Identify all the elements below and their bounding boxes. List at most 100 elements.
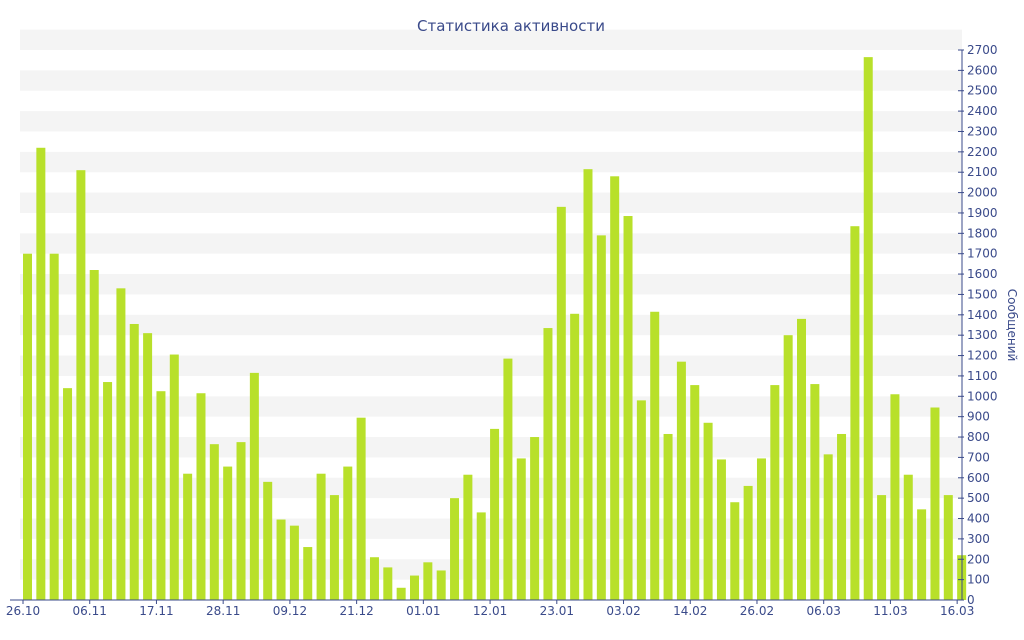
grid-band xyxy=(20,111,962,132)
bar xyxy=(636,400,646,600)
bar xyxy=(276,519,286,600)
y-tick-label: 2400 xyxy=(967,104,998,118)
bar xyxy=(730,502,740,600)
y-tick-label: 2100 xyxy=(967,165,998,179)
y-tick-label: 2700 xyxy=(967,43,998,57)
x-tick-label: 11.03 xyxy=(873,604,907,618)
bar xyxy=(756,458,766,600)
bar xyxy=(76,170,86,600)
y-tick-label: 1100 xyxy=(967,369,998,383)
bar xyxy=(797,318,807,600)
bar xyxy=(116,288,126,600)
grid-band xyxy=(20,29,962,50)
y-tick-label: 900 xyxy=(967,410,990,424)
bar xyxy=(810,384,820,600)
bar xyxy=(223,466,233,600)
y-tick-label: 2500 xyxy=(967,84,998,98)
bar xyxy=(369,557,379,600)
bar xyxy=(490,428,500,600)
x-tick-label: 26.10 xyxy=(6,604,40,618)
bar xyxy=(316,473,326,600)
bar xyxy=(543,328,553,600)
bar xyxy=(530,437,540,600)
grid-band xyxy=(20,233,962,254)
y-tick-label: 800 xyxy=(967,430,990,444)
bar xyxy=(583,169,593,600)
bar xyxy=(303,547,313,600)
bar xyxy=(249,372,259,600)
bar xyxy=(156,391,166,600)
bar xyxy=(823,454,833,600)
bar xyxy=(476,512,486,600)
bars-group xyxy=(23,57,967,601)
bar xyxy=(837,433,847,600)
bar xyxy=(690,385,700,600)
bar xyxy=(650,311,660,600)
bar xyxy=(463,474,473,600)
y-tick-label: 1200 xyxy=(967,349,998,363)
y-tick-label: 100 xyxy=(967,573,990,587)
y-tick-label: 500 xyxy=(967,491,990,505)
y-tick-label: 200 xyxy=(967,552,990,566)
x-tick-label: 17.11 xyxy=(139,604,173,618)
bar xyxy=(63,388,73,600)
bar xyxy=(903,474,913,600)
bar xyxy=(703,422,713,600)
bar xyxy=(383,567,393,600)
bar xyxy=(863,57,873,600)
y-tick-label: 1300 xyxy=(967,328,998,342)
y-tick-label: 2300 xyxy=(967,124,998,138)
bar xyxy=(503,358,513,600)
bar xyxy=(143,333,153,600)
grid-band xyxy=(20,274,962,295)
x-tick-label: 21.12 xyxy=(339,604,373,618)
y-tick-label: 2000 xyxy=(967,186,998,200)
bar xyxy=(610,176,620,600)
y-tick-label: 600 xyxy=(967,471,990,485)
bar xyxy=(770,385,780,600)
bar xyxy=(663,433,673,600)
y-tick-label: 1500 xyxy=(967,287,998,301)
x-axis: 26.10 06.11 17.11 28.11 09.12 21.12 01.01 12.01… xyxy=(6,599,974,618)
y-tick-label: 400 xyxy=(967,512,990,526)
bar xyxy=(436,570,446,600)
bar xyxy=(783,335,793,600)
bar xyxy=(129,323,139,600)
bar xyxy=(209,444,219,600)
bar xyxy=(890,394,900,600)
y-tick-label: 1400 xyxy=(967,308,998,322)
grid-band xyxy=(20,192,962,213)
bar xyxy=(943,495,953,600)
y-tick-label: 1600 xyxy=(967,267,998,281)
bar xyxy=(450,498,460,600)
x-tick-label: 23.01 xyxy=(540,604,574,618)
bar xyxy=(623,216,633,600)
bar xyxy=(930,407,940,600)
bar xyxy=(263,481,273,600)
bar xyxy=(516,458,526,600)
bar xyxy=(236,442,246,600)
bar xyxy=(196,393,206,600)
x-tick-label: 06.11 xyxy=(73,604,107,618)
bar xyxy=(850,226,860,600)
grid-band xyxy=(20,314,962,336)
bar xyxy=(917,509,927,600)
y-axis: 0 100 200 300 400 500 600 700 800 900 1000 1100 1200… xyxy=(958,43,998,607)
bar xyxy=(89,270,99,600)
bar xyxy=(570,313,580,600)
x-tick-label: 14.02 xyxy=(673,604,707,618)
x-tick-label: 26.02 xyxy=(740,604,774,618)
bar xyxy=(877,495,887,600)
y-tick-label: 2200 xyxy=(967,145,998,159)
bar xyxy=(289,525,299,600)
y-tick-label: 300 xyxy=(967,532,990,546)
y-tick-label: 1000 xyxy=(967,389,998,403)
x-tick-label: 12.01 xyxy=(473,604,507,618)
y-tick-label: 1900 xyxy=(967,206,998,220)
grid-band xyxy=(20,70,962,91)
bar xyxy=(676,361,686,600)
y-tick-label: 700 xyxy=(967,450,990,464)
bar xyxy=(356,417,366,600)
bar xyxy=(343,466,353,600)
